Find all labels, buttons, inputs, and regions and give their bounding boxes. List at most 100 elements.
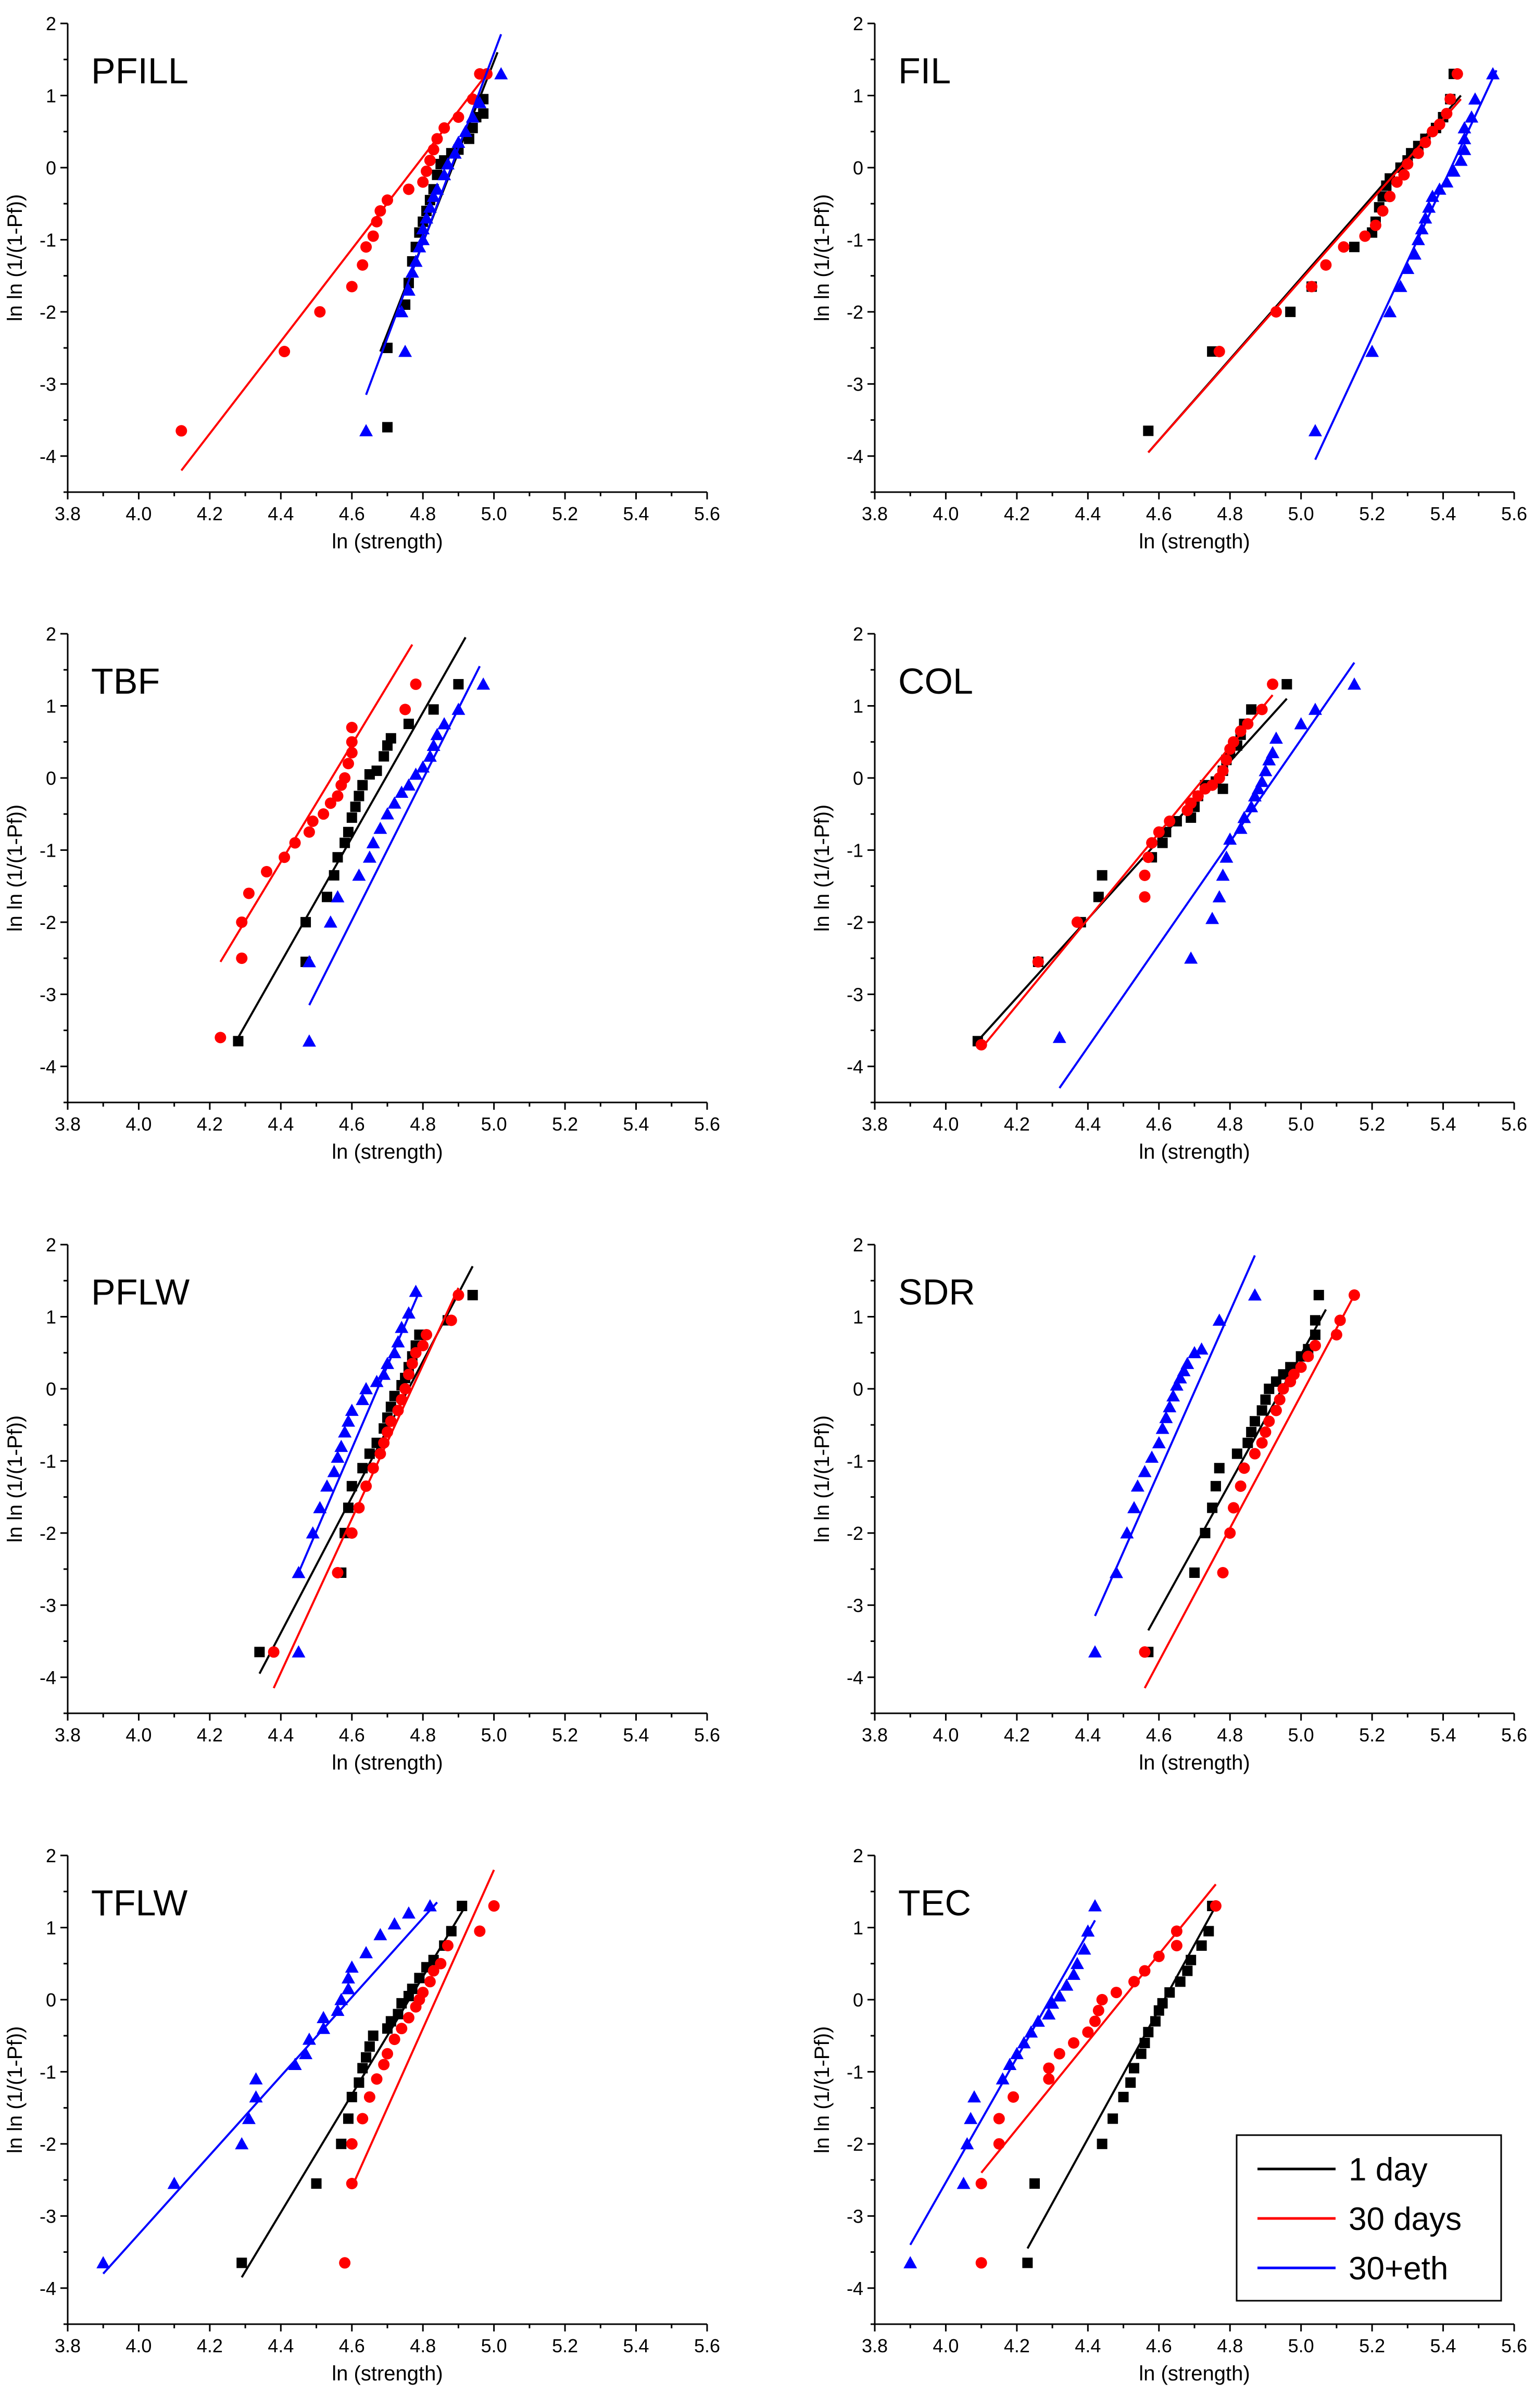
y-tick-label: 2: [46, 1234, 56, 1256]
data-point: [1302, 1350, 1314, 1362]
x-tick-label: 4.2: [1004, 503, 1030, 524]
data-point: [361, 2052, 372, 2063]
data-point: [1010, 2047, 1024, 2060]
data-point: [421, 1329, 433, 1341]
data-point: [1138, 1465, 1152, 1477]
data-point: [1153, 826, 1165, 838]
data-point: [416, 222, 430, 235]
y-tick-label: 1: [853, 85, 863, 106]
x-tick-label: 5.6: [694, 1724, 720, 1746]
data-point: [1235, 1480, 1247, 1492]
data-point: [1127, 1501, 1141, 1513]
data-point: [1053, 2048, 1065, 2060]
data-point: [1171, 1940, 1182, 1952]
data-point: [366, 836, 380, 848]
data-point: [1089, 2015, 1101, 2027]
y-tick-label: 1: [853, 1917, 863, 1938]
data-point: [431, 133, 443, 145]
x-tick-label: 4.8: [410, 1113, 436, 1135]
data-point: [359, 424, 373, 436]
fit-line: [365, 34, 502, 395]
data-point: [401, 1306, 416, 1319]
y-tick-label: -2: [847, 302, 863, 323]
y-tick-label: 0: [853, 1989, 863, 2011]
data-point: [1242, 1437, 1253, 1448]
data-point: [459, 124, 473, 137]
data-point: [360, 1480, 372, 1492]
data-point: [1259, 764, 1273, 776]
x-tick-label: 5.4: [1430, 2335, 1456, 2356]
data-point: [1216, 868, 1230, 881]
data-point: [453, 679, 464, 689]
data-point: [417, 1339, 429, 1351]
data-point: [1269, 731, 1283, 744]
data-point: [215, 1032, 227, 1044]
data-point: [387, 1917, 401, 1929]
data-point: [451, 703, 465, 715]
y-axis-title: ln ln (1/(1-Pf)): [4, 1415, 27, 1543]
data-point: [1068, 2037, 1080, 2049]
data-point: [233, 1036, 244, 1047]
data-point: [235, 2137, 249, 2150]
data-point: [416, 233, 430, 245]
data-point: [343, 1502, 354, 1513]
y-tick-label: -4: [40, 446, 56, 467]
data-point: [350, 801, 361, 812]
data-point: [1468, 92, 1482, 105]
x-tick-label: 5.0: [1288, 1113, 1314, 1135]
data-point: [374, 205, 386, 217]
x-tick-label: 5.2: [552, 1724, 578, 1746]
y-tick-label: -4: [847, 2278, 863, 2299]
y-tick-label: 0: [853, 157, 863, 179]
x-tick-label: 4.4: [1075, 1113, 1101, 1135]
data-point: [975, 1039, 987, 1051]
fit-line: [1143, 1294, 1355, 1689]
data-point: [371, 2073, 383, 2085]
data-point: [303, 826, 315, 838]
data-point: [1077, 1942, 1091, 1955]
data-point: [1415, 222, 1429, 235]
data-point: [313, 1501, 327, 1513]
data-point: [357, 1463, 368, 1474]
y-tick-label: 0: [46, 1989, 56, 2011]
data-point: [357, 259, 369, 271]
data-point: [370, 1375, 384, 1387]
data-point: [1217, 765, 1229, 777]
y-tick-label: 1: [46, 1917, 56, 1938]
data-point: [292, 1645, 306, 1658]
data-point: [1118, 2091, 1129, 2102]
data-point: [382, 194, 393, 206]
y-tick-label: -2: [847, 1523, 863, 1544]
data-point: [1242, 718, 1254, 730]
x-tick-label: 4.8: [1217, 1113, 1243, 1135]
data-point: [1042, 2007, 1056, 2020]
data-point: [367, 230, 379, 242]
data-point: [488, 1900, 500, 1912]
fit-line: [1314, 70, 1498, 460]
data-point: [401, 283, 416, 296]
data-point: [1266, 746, 1280, 758]
data-point: [1391, 176, 1403, 188]
x-tick-label: 5.4: [1430, 503, 1456, 524]
panel-pfill: 3.8 4.0 4.2 4.4 4.6 4.8 5.0 5.2 5.4 5.6 2 1 0 -1 -2 -3 -…: [4, 13, 720, 553]
data-point: [446, 1926, 457, 1937]
data-point: [360, 241, 372, 253]
data-point: [317, 2022, 331, 2034]
x-tick-label: 4.2: [197, 503, 223, 524]
data-point: [331, 2003, 345, 2016]
y-tick-label: 0: [853, 768, 863, 789]
x-tick-label: 4.0: [933, 1113, 959, 1135]
x-tick-label: 3.8: [55, 1113, 81, 1135]
series-30-days: [1147, 68, 1463, 454]
data-point: [1285, 306, 1296, 317]
data-point: [345, 1960, 359, 1973]
data-point: [1256, 1437, 1268, 1449]
x-tick-label: 5.2: [552, 1113, 578, 1135]
data-point: [1231, 1448, 1242, 1459]
data-point: [1153, 1950, 1165, 1962]
data-point: [341, 1414, 355, 1427]
fit-line: [1147, 98, 1462, 454]
data-point: [473, 96, 487, 108]
y-axis-title: ln ln (1/(1-Pf)): [4, 194, 27, 322]
x-tick-label: 4.6: [1146, 1724, 1172, 1746]
